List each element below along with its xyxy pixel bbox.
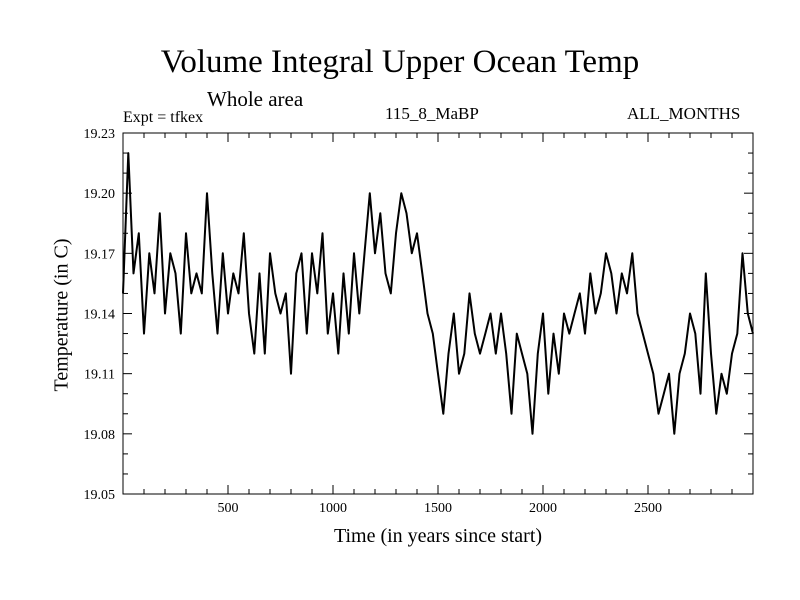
- x-tick-label: 1000: [319, 501, 347, 516]
- x-tick-label: 2500: [634, 501, 662, 516]
- x-tick-label: 1500: [424, 501, 452, 516]
- x-tick-label: 2000: [529, 501, 557, 516]
- experiment-label: Expt = tfkex: [123, 109, 204, 126]
- chart-title: Volume Integral Upper Ocean Temp: [160, 44, 640, 80]
- y-tick-label: 19.05: [84, 488, 116, 503]
- plot-frame: [122, 132, 754, 495]
- y-tick-label: 19.20: [84, 187, 116, 202]
- y-tick-label: 19.08: [84, 428, 116, 443]
- x-axis-label: Time (in years since start): [333, 525, 543, 547]
- y-tick-label: 19.23: [84, 127, 116, 142]
- months-label: ALL_MONTHS: [627, 104, 741, 123]
- y-tick-label: 19.14: [84, 308, 116, 323]
- axis-ticks: [123, 133, 753, 494]
- y-tick-label: 19.11: [84, 368, 115, 383]
- chart-subtitle: Whole area: [207, 87, 304, 111]
- x-tick-label: 500: [218, 501, 239, 516]
- axis-tick-labels: 500 1000 1500 2000 2500 19.05 19.08 19.11 19.14 1…: [84, 127, 663, 516]
- y-tick-label: 19.17: [84, 247, 116, 262]
- y-axis-label: Temperature (in C): [50, 238, 73, 392]
- run-label: 115_8_MaBP: [385, 104, 479, 123]
- series-line: [122, 152, 754, 435]
